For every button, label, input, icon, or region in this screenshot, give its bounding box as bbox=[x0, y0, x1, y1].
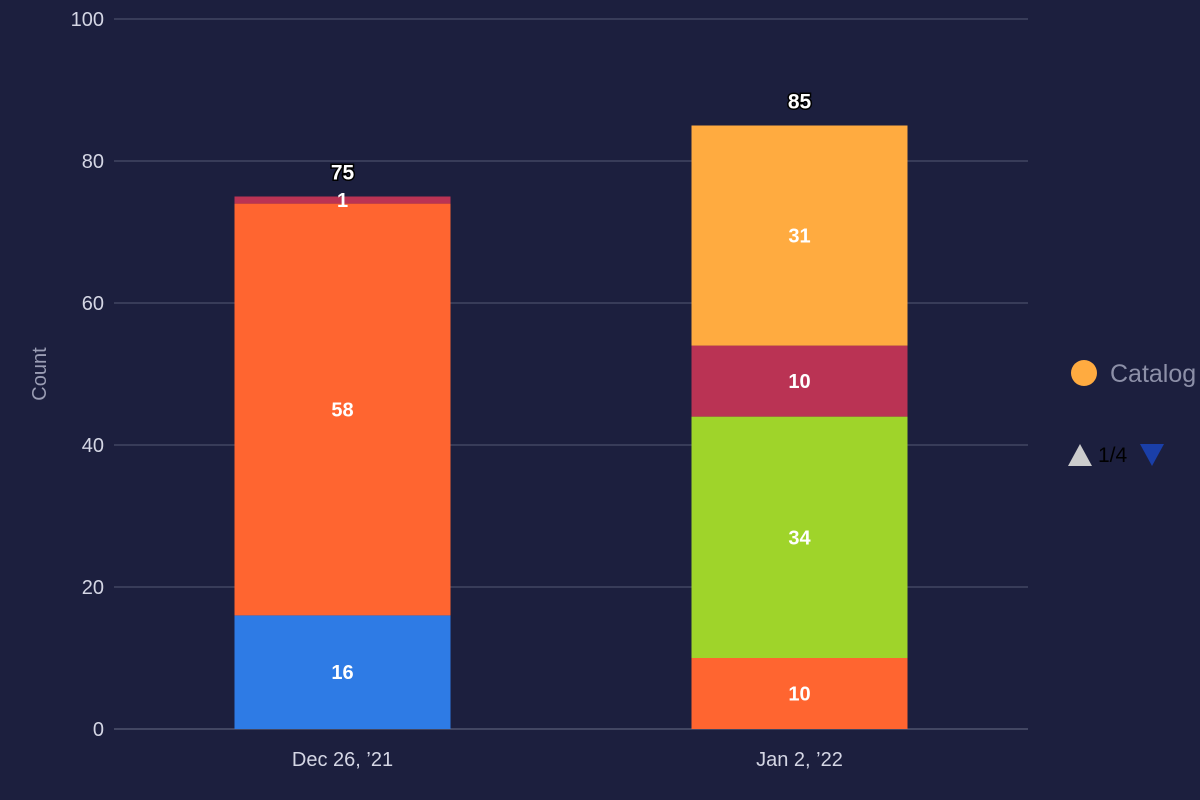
bar-segment[interactable] bbox=[691, 345, 908, 417]
y-tick-label: 20 bbox=[82, 577, 104, 599]
bar-segment[interactable] bbox=[691, 125, 908, 346]
segment-value-label: 31 bbox=[788, 226, 810, 248]
legend-page-indicator: 1/4 bbox=[1098, 444, 1128, 467]
segment-value-label: 10 bbox=[788, 371, 810, 393]
axes: 0 20 40 60 80 100 Dec 26, ’21 Jan 2, ’22 bbox=[71, 9, 843, 771]
y-axis-title: Count bbox=[29, 347, 51, 401]
x-tick-label: Dec 26, ’21 bbox=[292, 749, 393, 771]
bar-segment[interactable] bbox=[691, 658, 908, 729]
bar-segment[interactable] bbox=[691, 416, 908, 658]
bar-segment[interactable] bbox=[234, 196, 451, 204]
total-value-label: 75 bbox=[331, 162, 355, 185]
segment-value-label: 10 bbox=[788, 684, 810, 706]
x-tick-label: Jan 2, ’22 bbox=[756, 749, 843, 771]
segment-value-label: 1 bbox=[337, 190, 348, 212]
bar-segment[interactable] bbox=[234, 615, 451, 729]
y-tick-label: 100 bbox=[71, 9, 104, 31]
legend-page-down-icon[interactable] bbox=[1140, 444, 1164, 466]
legend-page-up-icon[interactable] bbox=[1068, 444, 1092, 466]
legend-swatch-catalog[interactable] bbox=[1071, 360, 1097, 386]
data-labels: 16 58 1 75 10 34 10 31 85 bbox=[329, 89, 813, 706]
y-tick-label: 80 bbox=[82, 151, 104, 173]
bar-segment[interactable] bbox=[234, 203, 451, 616]
segment-value-label: 34 bbox=[788, 527, 811, 549]
y-tick-label: 0 bbox=[93, 719, 104, 741]
segment-value-label: 16 bbox=[331, 662, 353, 684]
y-tick-label: 60 bbox=[82, 293, 104, 315]
legend-label-catalog[interactable]: Catalog bbox=[1110, 360, 1196, 388]
legend: Catalog 1/4 bbox=[1068, 360, 1196, 467]
segment-value-label: 58 bbox=[331, 400, 353, 422]
bars bbox=[234, 125, 908, 729]
y-tick-label: 40 bbox=[82, 435, 104, 457]
total-value-label: 85 bbox=[788, 91, 812, 114]
